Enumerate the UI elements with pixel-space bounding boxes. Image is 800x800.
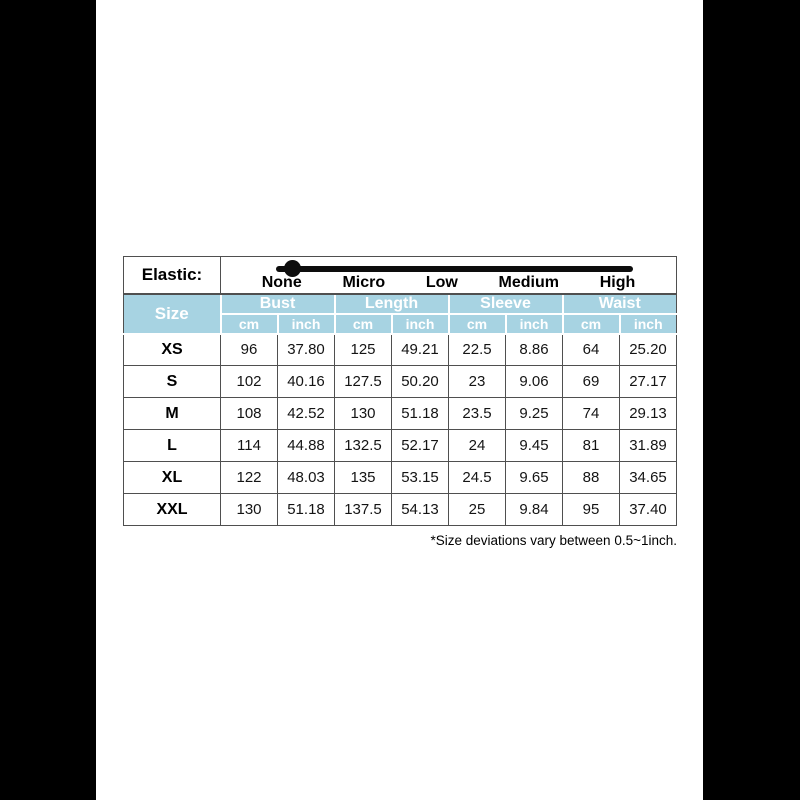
cell-xs-sleeve-cm: 22.5 [448, 333, 506, 366]
cell-m-length-inch: 51.18 [391, 397, 449, 430]
column-header-waist: Waist [561, 292, 677, 315]
column-header-sleeve: Sleeve [447, 292, 564, 315]
unit-header-sleeve-cm: cm [447, 312, 507, 335]
cell-l-waist-inch: 31.89 [619, 429, 677, 462]
unit-header-length-inch: inch [390, 312, 450, 335]
cell-xl-waist-inch: 34.65 [619, 461, 677, 494]
table-row-l: L 114 44.88 132.5 52.17 24 9.45 81 31.89 [123, 429, 677, 462]
elastic-level-none: None [261, 273, 302, 291]
table-row-xl: XL 122 48.03 135 53.15 24.5 9.65 88 34.65 [123, 461, 677, 494]
cell-xs-length-inch: 49.21 [391, 333, 449, 366]
cell-xxl-length-cm: 137.5 [334, 493, 392, 526]
cell-s-sleeve-inch: 9.06 [505, 365, 563, 398]
pillarbox-left-bar [0, 0, 96, 800]
elastic-level-high: High [599, 273, 636, 291]
elastic-slider-thumb-icon [284, 260, 301, 277]
cell-s-bust-cm: 102 [220, 365, 278, 398]
pillarbox-right-bar [703, 0, 800, 800]
elastic-row: Elastic: None Micro Low Medium High [123, 256, 677, 295]
cell-xxl-length-inch: 54.13 [391, 493, 449, 526]
cell-xxl-waist-cm: 95 [562, 493, 620, 526]
header-unit-row: cm inch cm inch cm inch cm inch [124, 312, 677, 335]
cell-xl-bust-cm: 122 [220, 461, 278, 494]
cell-m-sleeve-cm: 23.5 [448, 397, 506, 430]
column-header-length: Length [333, 292, 450, 315]
cell-s-bust-inch: 40.16 [277, 365, 335, 398]
cell-l-bust-inch: 44.88 [277, 429, 335, 462]
elastic-slider-track-icon [276, 266, 633, 272]
cell-m-bust-inch: 42.52 [277, 397, 335, 430]
cell-xs-length-cm: 125 [334, 333, 392, 366]
unit-header-length-cm: cm [333, 312, 393, 335]
elastic-level-micro: Micro [342, 273, 386, 291]
elastic-label: Elastic: [123, 256, 221, 295]
cell-s-waist-inch: 27.17 [619, 365, 677, 398]
cell-xl-length-inch: 53.15 [391, 461, 449, 494]
cell-l-sleeve-inch: 9.45 [505, 429, 563, 462]
column-header-bust: Bust [219, 292, 336, 315]
row-label-l: L [123, 429, 221, 462]
unit-header-bust-inch: inch [276, 312, 336, 335]
cell-xs-sleeve-inch: 8.86 [505, 333, 563, 366]
elastic-level-low: Low [425, 273, 458, 291]
row-label-s: S [123, 365, 221, 398]
cell-l-waist-cm: 81 [562, 429, 620, 462]
cell-xxl-sleeve-inch: 9.84 [505, 493, 563, 526]
cell-s-length-inch: 50.20 [391, 365, 449, 398]
cell-xl-waist-cm: 88 [562, 461, 620, 494]
size-chart: Elastic: None Micro Low Medium High Size Bus… [123, 256, 677, 548]
elastic-levels: None Micro Low Medium High [221, 273, 676, 291]
cell-s-length-cm: 127.5 [334, 365, 392, 398]
unit-header-sleeve-inch: inch [504, 312, 564, 335]
cell-l-length-inch: 52.17 [391, 429, 449, 462]
row-label-xxl: XXL [123, 493, 221, 526]
size-chart-table: Elastic: None Micro Low Medium High Size Bus… [123, 256, 677, 526]
elastic-scale: None Micro Low Medium High [220, 256, 677, 295]
cell-m-length-cm: 130 [334, 397, 392, 430]
unit-header-waist-inch: inch [618, 312, 677, 335]
cell-l-sleeve-cm: 24 [448, 429, 506, 462]
cell-m-waist-inch: 29.13 [619, 397, 677, 430]
cell-xl-sleeve-cm: 24.5 [448, 461, 506, 494]
unit-header-waist-cm: cm [561, 312, 621, 335]
cell-s-waist-cm: 69 [562, 365, 620, 398]
cell-m-sleeve-inch: 9.25 [505, 397, 563, 430]
table-row-xs: XS 96 37.80 125 49.21 22.5 8.86 64 25.20 [123, 333, 677, 366]
cell-xs-bust-cm: 96 [220, 333, 278, 366]
cell-xl-sleeve-inch: 9.65 [505, 461, 563, 494]
table-row-s: S 102 40.16 127.5 50.20 23 9.06 69 27.17 [123, 365, 677, 398]
cell-xs-bust-inch: 37.80 [277, 333, 335, 366]
table-row-xxl: XXL 130 51.18 137.5 54.13 25 9.84 95 37.40 [123, 493, 677, 526]
cell-xs-waist-inch: 25.20 [619, 333, 677, 366]
footnote: *Size deviations vary between 0.5~1inch. [430, 533, 677, 548]
cell-xs-waist-cm: 64 [562, 333, 620, 366]
cell-l-bust-cm: 114 [220, 429, 278, 462]
cell-xl-length-cm: 135 [334, 461, 392, 494]
cell-xxl-bust-cm: 130 [220, 493, 278, 526]
cell-m-bust-cm: 108 [220, 397, 278, 430]
row-label-m: M [123, 397, 221, 430]
unit-header-bust-cm: cm [219, 312, 279, 335]
row-label-xl: XL [123, 461, 221, 494]
cell-m-waist-cm: 74 [562, 397, 620, 430]
cell-s-sleeve-cm: 23 [448, 365, 506, 398]
cell-xxl-bust-inch: 51.18 [277, 493, 335, 526]
cell-xxl-sleeve-cm: 25 [448, 493, 506, 526]
elastic-level-medium: Medium [498, 273, 559, 291]
row-label-xs: XS [123, 333, 221, 366]
cell-xxl-waist-inch: 37.40 [619, 493, 677, 526]
size-column-header: Size [123, 292, 222, 335]
table-row-m: M 108 42.52 130 51.18 23.5 9.25 74 29.13 [123, 397, 677, 430]
header-group-row: Size Bust Length Sleeve Waist [123, 292, 677, 335]
cell-l-length-cm: 132.5 [334, 429, 392, 462]
cell-xl-bust-inch: 48.03 [277, 461, 335, 494]
